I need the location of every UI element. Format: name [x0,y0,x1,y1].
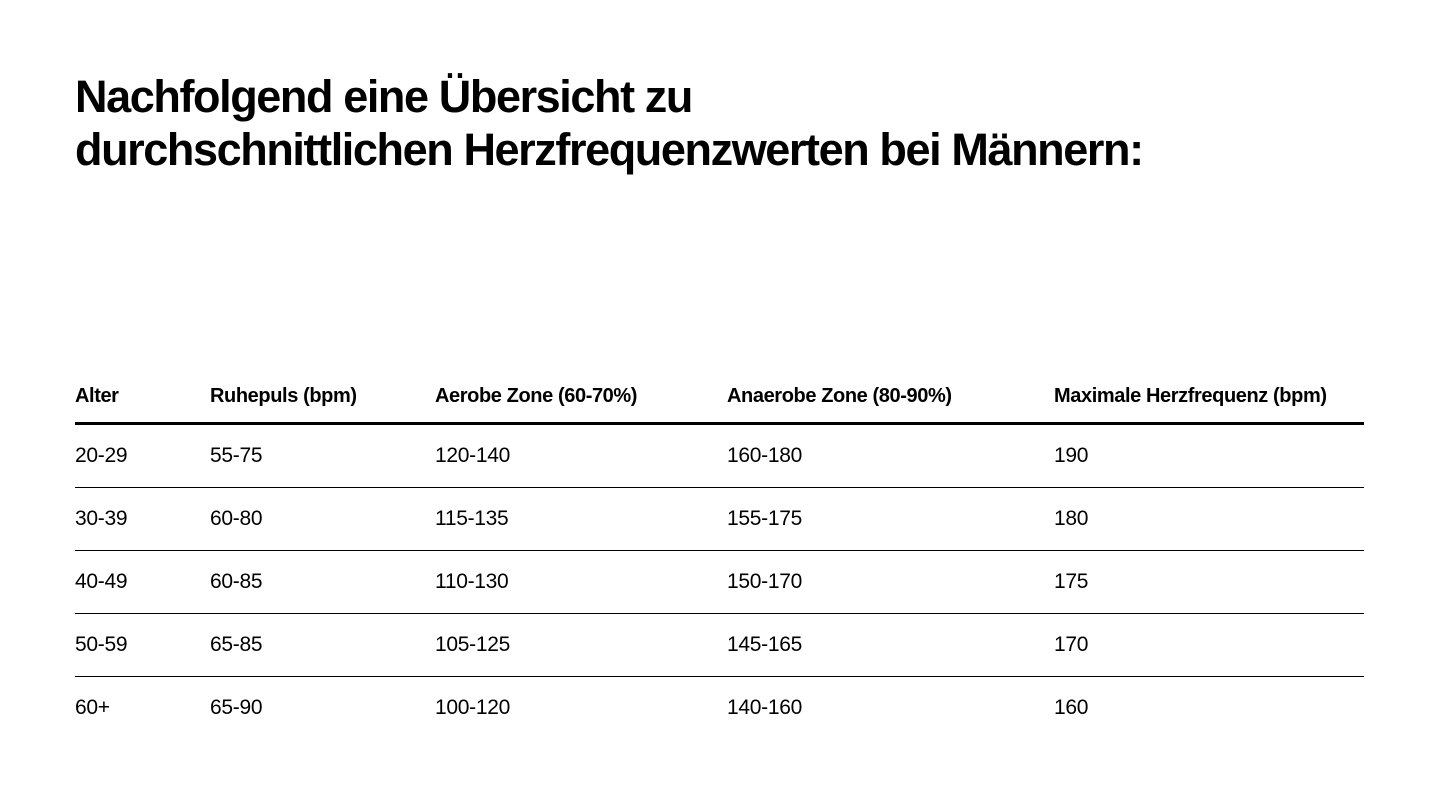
cell-aerobe-zone: 100-120 [435,696,510,719]
cell-maximale-herzfrequenz: 190 [1054,444,1089,467]
cell-ruhepuls: 60-80 [210,507,263,530]
cell-maximale-herzfrequenz: 180 [1054,507,1089,530]
table-row: 60+ 65-90 100-120 140-160 160 [75,677,1364,739]
table-row: 30-39 60-80 115-135 155-175 180 [75,488,1364,551]
header-ruhepuls: Ruhepuls (bpm) [210,384,357,407]
page-title: Nachfolgend eine Übersicht zu durchschni… [75,70,1375,176]
header-maximale-herzfrequenz: Maximale Herzfrequenz (bpm) [1054,384,1327,407]
cell-alter: 40-49 [75,570,128,593]
cell-aerobe-zone: 115-135 [435,507,509,530]
cell-anaerobe-zone: 140-160 [727,696,802,719]
heart-rate-table: Alter Ruhepuls (bpm) Aerobe Zone (60-70%… [75,370,1364,739]
cell-ruhepuls: 60-85 [210,570,263,593]
cell-anaerobe-zone: 160-180 [727,444,802,467]
table-row: 20-29 55-75 120-140 160-180 190 [75,425,1364,488]
table-row: 50-59 65-85 105-125 145-165 170 [75,614,1364,677]
cell-alter: 30-39 [75,507,128,530]
cell-aerobe-zone: 105-125 [435,633,510,656]
table-header-row: Alter Ruhepuls (bpm) Aerobe Zone (60-70%… [75,370,1364,425]
table-row: 40-49 60-85 110-130 150-170 175 [75,551,1364,614]
cell-maximale-herzfrequenz: 175 [1054,570,1089,593]
cell-aerobe-zone: 110-130 [435,570,509,593]
cell-ruhepuls: 55-75 [210,444,263,467]
cell-maximale-herzfrequenz: 160 [1054,696,1089,719]
title-line-2: durchschnittlichen Herzfrequenzwerten be… [75,124,1144,175]
cell-alter: 20-29 [75,444,128,467]
cell-anaerobe-zone: 150-170 [727,570,802,593]
cell-maximale-herzfrequenz: 170 [1054,633,1089,656]
header-alter: Alter [75,384,119,407]
cell-ruhepuls: 65-90 [210,696,263,719]
cell-aerobe-zone: 120-140 [435,444,510,467]
cell-alter: 60+ [75,696,110,719]
header-aerobe-zone: Aerobe Zone (60-70%) [435,384,638,407]
cell-anaerobe-zone: 155-175 [727,507,802,530]
cell-ruhepuls: 65-85 [210,633,263,656]
header-anaerobe-zone: Anaerobe Zone (80-90%) [727,384,952,407]
cell-alter: 50-59 [75,633,128,656]
cell-anaerobe-zone: 145-165 [727,633,802,656]
title-line-1: Nachfolgend eine Übersicht zu [75,71,693,122]
